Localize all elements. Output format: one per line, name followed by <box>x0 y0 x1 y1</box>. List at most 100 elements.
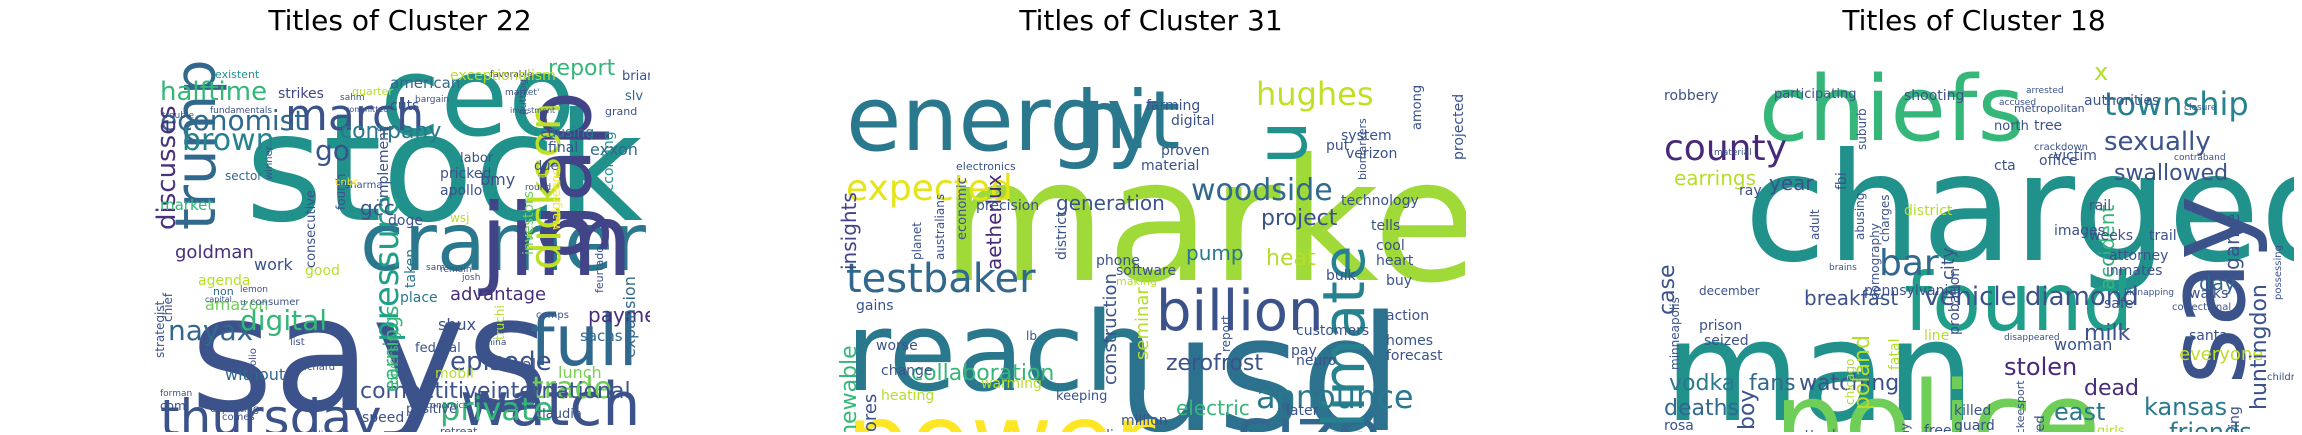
cloud-word: felony <box>1898 423 1912 432</box>
cloud-word: good <box>305 263 340 279</box>
cloud-word: expansion <box>620 276 639 358</box>
cloud-word: safe <box>2104 296 2133 312</box>
cloud-word: gap <box>507 91 612 260</box>
cloud-word: worse <box>876 338 918 354</box>
cloud-word: billion <box>1156 279 1324 344</box>
cloud-word: friends <box>2169 418 2252 432</box>
cloud-word: closure <box>2184 103 2217 113</box>
cloud-word: fourth <box>334 174 348 210</box>
cloud-word: trouble <box>162 111 194 121</box>
cloud-word: stolen <box>2004 353 2077 381</box>
cloud-word: day <box>2199 271 2236 295</box>
cloud-word: winner <box>264 145 275 180</box>
cloud-word: poland <box>1850 335 1875 410</box>
cloud-word: santa <box>2189 328 2228 344</box>
cloud-word: chief <box>161 292 175 322</box>
cloud-word: agenda <box>198 273 250 289</box>
cloud-word: crackdown <box>2034 142 2088 153</box>
cloud-word: disfigured <box>2033 415 2048 432</box>
cloud-word: investors <box>521 191 537 255</box>
cloud-word: favorable <box>490 70 533 80</box>
cloud-word: district <box>1904 203 1953 219</box>
cloud-word: rail <box>2089 198 2111 214</box>
cloud-word: zerofrost <box>1166 351 1263 376</box>
cloud-word: says <box>190 261 549 432</box>
cloud-word: com <box>160 399 186 413</box>
cloud-word: labor <box>460 151 494 166</box>
cloud-word: portfolio <box>248 348 259 390</box>
cloud-word: aetherlux <box>982 174 1006 270</box>
cloud-word: material <box>1714 148 1752 158</box>
cloud-word: insights <box>837 192 861 270</box>
cloud-word: fbi <box>1834 172 1850 190</box>
cloud-word: accident <box>2095 205 2119 290</box>
cloud-word: explores <box>860 394 881 432</box>
cloud-word: city <box>1938 247 1959 280</box>
cloud-word: vehicle diamond <box>1924 282 2139 312</box>
cloud-word: milk <box>2084 321 2131 346</box>
cloud-word: kansas <box>2144 393 2227 421</box>
cloud-word: rosa <box>1664 418 1694 432</box>
cloud-word: say <box>2142 195 2270 385</box>
cloud-word: free <box>1924 423 1952 432</box>
cloud-word: without <box>225 365 285 384</box>
cloud-word: attorney <box>2109 248 2168 264</box>
cloud-word: wsj <box>450 211 469 225</box>
cloud-word: capital <box>205 295 232 304</box>
cloud-word: buy <box>1386 273 1412 289</box>
cloud-word: metropolitan <box>2014 102 2085 115</box>
cloud-word: homes <box>1386 333 1433 349</box>
cloud-word: child <box>2024 428 2109 432</box>
cloud-word: hit <box>1076 74 1180 167</box>
cloud-word: suburb <box>1855 108 1869 150</box>
cloud-word: brown <box>182 123 275 158</box>
cloud-word: causing <box>540 125 594 141</box>
cloud-word: comes <box>222 412 255 423</box>
cloud-word: reach <box>846 288 1154 416</box>
cloud-word: gcc <box>360 196 395 220</box>
cloud-word: thursday <box>160 389 382 432</box>
cloud-word: full <box>530 300 638 382</box>
cloud-word: halftime <box>160 77 267 107</box>
cloud-word: climate <box>1310 245 1378 432</box>
cloud-word: customers <box>1296 323 1369 339</box>
cloud-word: children <box>2267 372 2294 383</box>
cloud-word: private <box>440 390 553 428</box>
cloud-word: committee <box>345 105 388 114</box>
cloud-word: cta <box>1994 158 2016 174</box>
cloud-word: year <box>1769 171 1814 195</box>
cloud-word: sexually <box>2104 127 2211 157</box>
cloud-word: shooting <box>1904 88 1964 104</box>
cloud-word: bargain <box>415 95 449 105</box>
cloud-word: bulk <box>1326 268 1357 284</box>
cloud-word: grand <box>605 105 637 118</box>
cloud-word: non <box>213 285 234 298</box>
cloud-word: dickson <box>520 102 571 270</box>
cloud-word: market <box>160 196 213 214</box>
cluster-panel-22: Titles of Cluster 22 stock says ceo cramer g… <box>150 0 650 435</box>
cloud-word: abusing <box>1853 193 1867 240</box>
cloud-word: sbux <box>438 315 476 334</box>
cloud-word: north <box>1994 119 2029 134</box>
cloud-word: expecting <box>210 404 259 415</box>
cloud-word: disease <box>1101 428 1154 432</box>
cloud-word: heating <box>881 388 934 404</box>
cloud-word: fundamentals <box>210 106 272 116</box>
cloud-word: usd <box>1116 281 1402 432</box>
cloud-word: charged <box>1744 122 2294 296</box>
cloud-word: cuts <box>390 98 419 114</box>
cloud-word: breakfast <box>1804 286 1898 310</box>
cloud-word: software <box>1116 263 1176 279</box>
cloud-word: material <box>1141 158 1199 174</box>
cloud-word: chicago <box>1843 359 1857 405</box>
cloud-word: pennsylvania <box>1864 283 1957 299</box>
cloud-word: among <box>1410 85 1425 130</box>
cloud-word: energy <box>846 67 1160 172</box>
cloud-word: attack <box>1796 428 1841 432</box>
cloud-word: man <box>1664 291 1975 432</box>
cloud-word: lunch <box>558 363 602 382</box>
cloud-word: making <box>1116 275 1157 288</box>
cloud-word: change <box>881 363 933 379</box>
cloud-word: stock <box>245 82 643 256</box>
